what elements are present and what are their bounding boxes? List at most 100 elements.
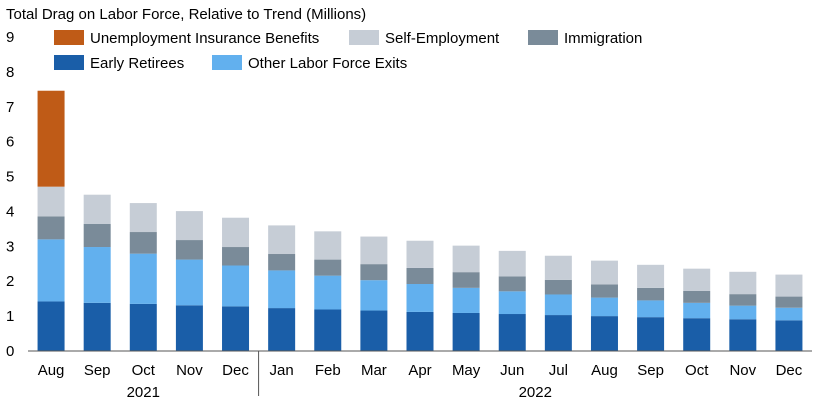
bar-segment-immigration-12 — [590, 284, 618, 298]
bar-segment-other-labor-force-exits-5 — [268, 270, 296, 309]
bar-segment-early-retirees-11 — [544, 315, 572, 351]
legend-swatch — [54, 30, 84, 45]
bar-segment-self-employment-12 — [590, 260, 618, 285]
bar-segment-immigration-10 — [498, 276, 526, 292]
bar-segment-early-retirees-14 — [683, 318, 711, 351]
bar-segment-immigration-14 — [683, 290, 711, 303]
x-tick-label: Dec — [222, 362, 249, 379]
bar-segment-self-employment-8 — [406, 240, 434, 268]
bar-segment-self-employment-5 — [268, 225, 296, 255]
bar-segment-self-employment-10 — [498, 250, 526, 277]
y-tick-label: 9 — [6, 29, 14, 46]
x-tick-label: Nov — [729, 362, 756, 379]
bar-segment-self-employment-2 — [129, 203, 157, 233]
y-axis: 0 1 2 3 4 5 6 7 8 9 — [6, 29, 14, 360]
x-tick-label: Jun — [500, 362, 524, 379]
x-tick-label: Aug — [38, 362, 65, 379]
bar-segment-other-labor-force-exits-6 — [314, 275, 342, 310]
legend-swatch — [212, 55, 242, 70]
bar-segment-other-labor-force-exits-15 — [729, 305, 757, 320]
bar-segment-immigration-5 — [268, 254, 296, 271]
bar-segment-self-employment-3 — [175, 211, 203, 241]
y-tick-label: 1 — [6, 308, 14, 325]
bars-layer — [37, 90, 803, 351]
bar-segment-other-labor-force-exits-4 — [222, 265, 250, 307]
bar-segment-self-employment-13 — [637, 264, 665, 288]
bar-segment-early-retirees-9 — [452, 312, 480, 351]
x-tick-label: Jul — [549, 362, 568, 379]
bar-segment-self-employment-15 — [729, 271, 757, 295]
legend: Unemployment Insurance Benefits Self-Empl… — [54, 30, 642, 72]
x-tick-label: May — [452, 362, 481, 379]
legend-item-unemployment-insurance-benefits: Unemployment Insurance Benefits — [54, 30, 319, 47]
bar-segment-immigration-13 — [637, 287, 665, 301]
bar-segment-immigration-7 — [360, 264, 388, 281]
legend-label: Unemployment Insurance Benefits — [90, 30, 319, 47]
x-axis: Aug Sep Oct Nov Dec Jan Feb Mar Apr May Jun Jul Aug S… — [28, 350, 812, 400]
bar-segment-early-retirees-10 — [498, 314, 526, 351]
bar-segment-self-employment-1 — [83, 194, 111, 225]
bar-segment-immigration-4 — [222, 247, 250, 266]
bar-segment-early-retirees-8 — [406, 311, 434, 351]
y-tick-label: 3 — [6, 238, 14, 255]
x-tick-label: Dec — [776, 362, 803, 379]
bar-segment-other-labor-force-exits-16 — [775, 307, 803, 321]
x-tick-label: Feb — [315, 362, 341, 379]
bar-segment-immigration-8 — [406, 267, 434, 285]
x-tick-label: Sep — [637, 362, 664, 379]
bar-segment-immigration-11 — [544, 279, 572, 295]
bar-segment-other-labor-force-exits-1 — [83, 247, 111, 303]
y-tick-label: 6 — [6, 134, 14, 151]
bar-segment-other-labor-force-exits-14 — [683, 302, 711, 319]
x-tick-label: Sep — [84, 362, 111, 379]
y-tick-label: 0 — [6, 343, 14, 360]
bar-segment-other-labor-force-exits-7 — [360, 280, 388, 311]
y-tick-label: 8 — [6, 64, 14, 81]
bar-segment-other-labor-force-exits-2 — [129, 253, 157, 304]
y-tick-label: 4 — [6, 203, 14, 220]
legend-item-self-employment: Self-Employment — [349, 30, 500, 47]
legend-label: Immigration — [564, 30, 642, 47]
bar-segment-immigration-2 — [129, 232, 157, 254]
bar-segment-other-labor-force-exits-12 — [590, 297, 618, 317]
legend-item-immigration: Immigration — [528, 30, 642, 47]
year-label: 2022 — [519, 384, 552, 400]
x-tick-label: Apr — [408, 362, 431, 379]
bar-segment-immigration-6 — [314, 259, 342, 276]
bar-segment-other-labor-force-exits-8 — [406, 284, 434, 312]
bar-segment-early-retirees-0 — [37, 301, 65, 351]
bar-segment-immigration-15 — [729, 294, 757, 306]
chart-title: Total Drag on Labor Force, Relative to T… — [6, 6, 366, 23]
bar-segment-other-labor-force-exits-10 — [498, 291, 526, 315]
x-tick-label: Oct — [132, 362, 156, 379]
bar-segment-self-employment-14 — [683, 268, 711, 291]
bar-segment-self-employment-4 — [222, 217, 250, 248]
legend-item-early-retirees: Early Retirees — [54, 55, 184, 72]
bar-segment-early-retirees-6 — [314, 309, 342, 351]
legend-swatch — [349, 30, 379, 45]
bar-segment-self-employment-6 — [314, 231, 342, 260]
x-tick-label: Oct — [685, 362, 709, 379]
bar-segment-early-retirees-3 — [175, 305, 203, 351]
year-label: 2021 — [127, 384, 160, 400]
x-tick-label: Jan — [270, 362, 294, 379]
legend-label: Other Labor Force Exits — [248, 55, 407, 72]
bar-segment-early-retirees-2 — [129, 303, 157, 351]
bar-segment-early-retirees-1 — [83, 302, 111, 351]
bar-segment-other-labor-force-exits-13 — [637, 300, 665, 318]
bar-segment-early-retirees-4 — [222, 306, 250, 351]
bar-segment-immigration-1 — [83, 224, 111, 248]
bar-segment-early-retirees-5 — [268, 308, 296, 351]
bar-segment-immigration-3 — [175, 240, 203, 260]
bar-segment-self-employment-0 — [37, 186, 65, 217]
bar-segment-other-labor-force-exits-9 — [452, 287, 480, 313]
y-tick-label: 5 — [6, 169, 14, 186]
legend-swatch — [54, 55, 84, 70]
x-tick-label: Mar — [361, 362, 387, 379]
legend-label: Early Retirees — [90, 55, 184, 72]
bar-segment-immigration-0 — [37, 216, 65, 240]
bar-segment-self-employment-11 — [544, 255, 572, 280]
bar-segment-other-labor-force-exits-3 — [175, 259, 203, 306]
bar-segment-self-employment-16 — [775, 274, 803, 297]
bar-segment-early-retirees-15 — [729, 319, 757, 351]
